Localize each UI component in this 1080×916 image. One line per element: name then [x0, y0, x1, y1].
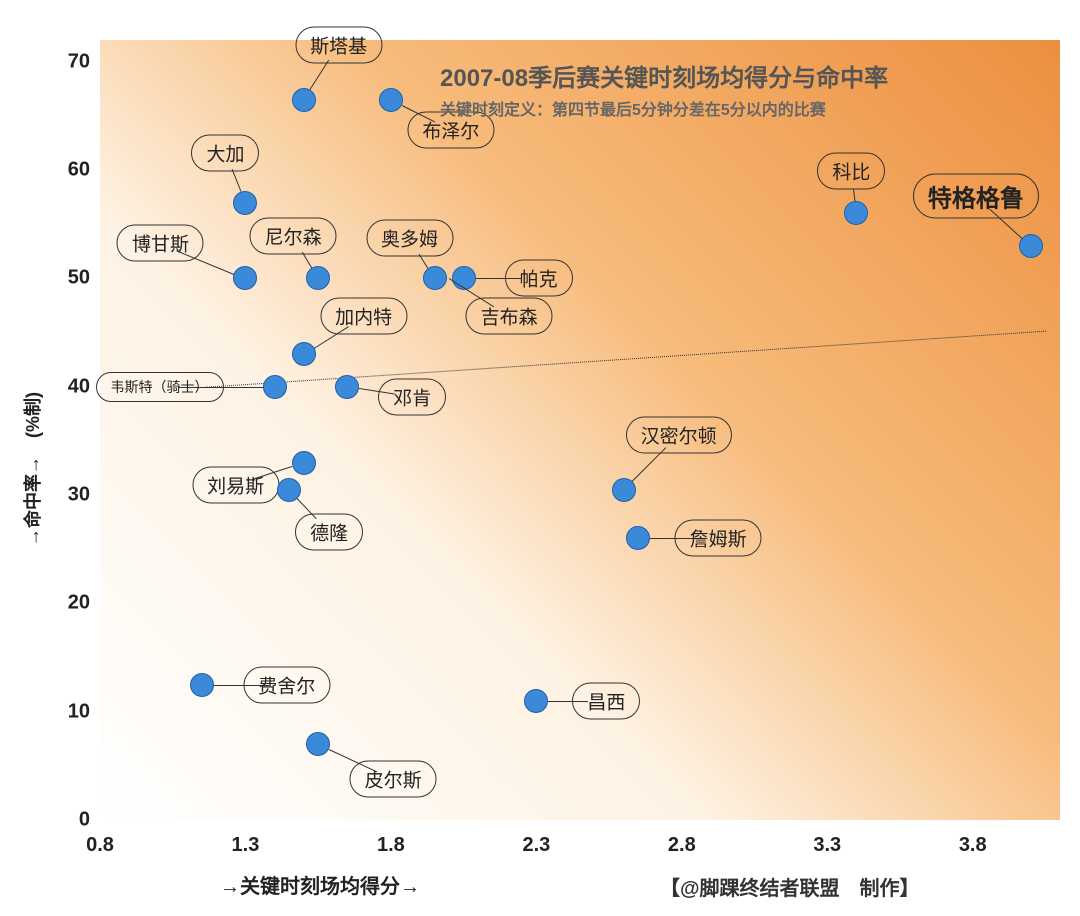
point-label: 昌西 [572, 682, 640, 719]
x-axis-title: →关键时刻场均得分→ [220, 870, 420, 899]
y-tick-label: 60 [60, 159, 90, 182]
y-tick-label: 10 [60, 700, 90, 723]
x-tick-label: 2.8 [668, 834, 696, 857]
point-label: 韦斯特（骑士） [96, 372, 224, 402]
x-tick-label: 1.3 [232, 834, 260, 857]
chart-credit: 【@脚踝终结者联盟 制作】 [660, 872, 920, 901]
point-label: 特格格鲁 [913, 173, 1039, 218]
point-label: 詹姆斯 [675, 520, 762, 557]
data-point [292, 88, 316, 112]
data-point [306, 732, 330, 756]
chart-container: 斯塔基布泽尔大加科比特格格鲁博甘斯尼尔森奥多姆帕克吉布森加内特韦斯特（骑士）邓肯… [0, 0, 1080, 916]
point-label: 帕克 [505, 260, 573, 297]
point-label: 邓肯 [378, 378, 446, 415]
data-point [263, 375, 287, 399]
data-point [233, 191, 257, 215]
plot-area: 斯塔基布泽尔大加科比特格格鲁博甘斯尼尔森奥多姆帕克吉布森加内特韦斯特（骑士）邓肯… [100, 40, 1060, 820]
point-label: 尼尔森 [250, 218, 337, 255]
x-tick-label: 1.8 [377, 834, 405, 857]
point-label: 科比 [817, 153, 885, 190]
y-tick-label: 30 [60, 484, 90, 507]
point-label: 大加 [191, 134, 259, 171]
y-tick-label: 0 [60, 809, 90, 832]
y-tick-label: 40 [60, 375, 90, 398]
data-point [233, 266, 257, 290]
x-tick-label: 3.8 [959, 834, 987, 857]
point-label: 吉布森 [466, 298, 553, 335]
point-label: 皮尔斯 [350, 761, 437, 798]
point-label: 汉密尔顿 [626, 416, 732, 453]
chart-subtitle: 关键时刻定义：第四节最后5分钟分差在5分以内的比赛 [440, 96, 826, 120]
data-point [306, 266, 330, 290]
y-axis-title: →命中率→ (%制) [19, 392, 45, 546]
point-label: 费舍尔 [243, 666, 330, 703]
y-tick-label: 70 [60, 50, 90, 73]
x-tick-label: 2.3 [522, 834, 550, 857]
data-point [292, 342, 316, 366]
data-point [626, 526, 650, 550]
point-label: 斯塔基 [295, 26, 382, 63]
data-point [335, 375, 359, 399]
data-point [190, 673, 214, 697]
point-label: 刘易斯 [192, 466, 279, 503]
point-label: 奥多姆 [366, 220, 453, 257]
point-label: 德隆 [295, 513, 363, 550]
y-tick-label: 20 [60, 592, 90, 615]
data-point [379, 88, 403, 112]
y-tick-label: 50 [60, 267, 90, 290]
x-tick-label: 3.3 [813, 834, 841, 857]
data-point [844, 201, 868, 225]
point-label: 加内特 [320, 298, 407, 335]
data-point [524, 689, 548, 713]
x-tick-label: 0.8 [86, 834, 114, 857]
data-point [292, 451, 316, 475]
data-point [423, 266, 447, 290]
point-label: 博甘斯 [117, 225, 204, 262]
chart-title: 2007-08季后赛关键时刻场均得分与命中率 [440, 58, 888, 93]
